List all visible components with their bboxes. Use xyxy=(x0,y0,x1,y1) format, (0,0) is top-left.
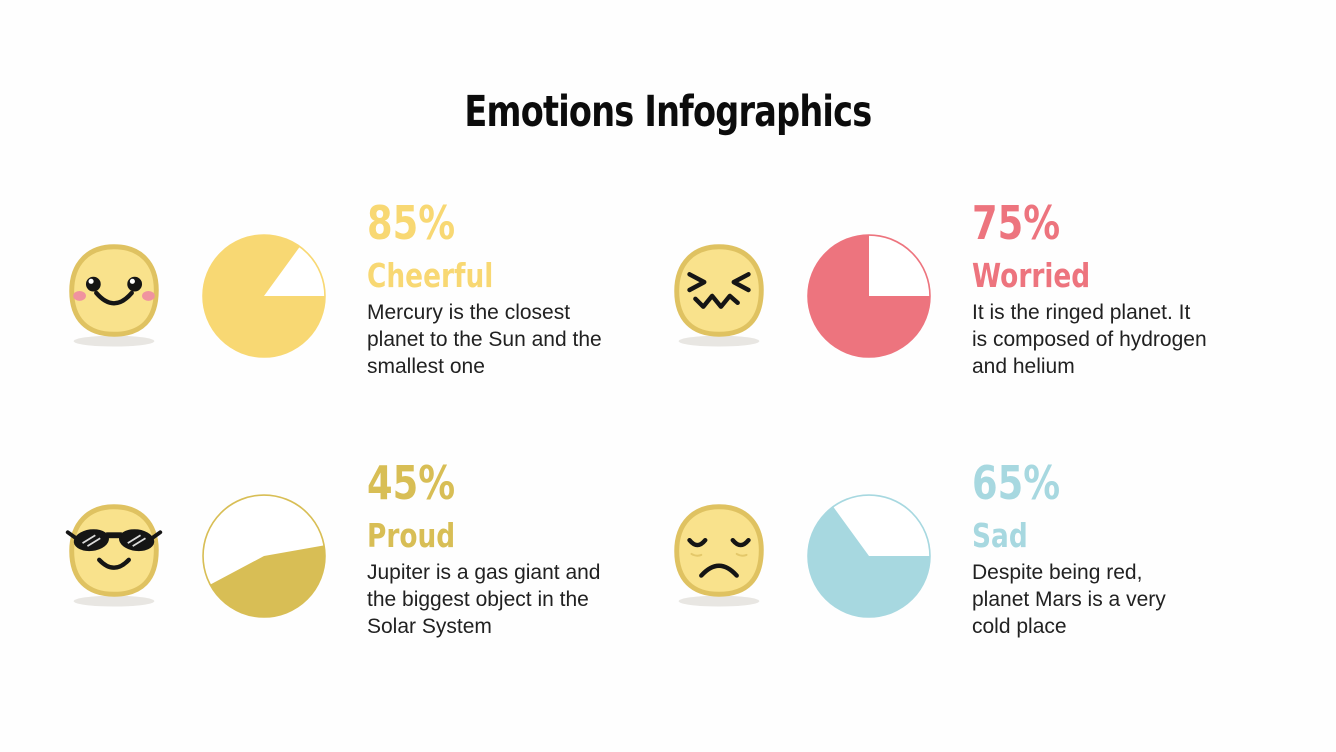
card-proud: 45% Proud Jupiter is a gas giant and the… xyxy=(55,448,655,663)
sad-emotion-label: Sad xyxy=(972,516,1028,555)
sad-percent-value: 65% xyxy=(972,456,1061,510)
proud-text-block: 45% Proud Jupiter is a gas giant and the… xyxy=(367,448,655,640)
cheerful-emoji-icon xyxy=(55,231,185,361)
worried-description-text: It is the ringed planet. It is composed … xyxy=(972,301,1207,378)
card-worried: 75% Worried It is the ringed planet. It … xyxy=(660,188,1260,403)
worried-percent-value: 75% xyxy=(972,196,1061,250)
pie-chart-worried xyxy=(806,233,932,359)
sad-description-text: Despite being red, planet Mars is a very… xyxy=(972,561,1166,638)
proud-description-text: Jupiter is a gas giant and the biggest o… xyxy=(367,561,601,638)
page-title-text: Emotions Infographics xyxy=(464,86,872,137)
pie-chart-proud xyxy=(201,493,327,619)
cheerful-emotion-label: Cheerful xyxy=(367,256,494,295)
worried-emoji-icon xyxy=(660,231,790,361)
card-sad: 65% Sad Despite being red, planet Mars i… xyxy=(660,448,1260,663)
cheerful-description-text: Mercury is the closest planet to the Sun… xyxy=(367,301,602,378)
pie-chart-cheerful xyxy=(201,233,327,359)
cheerful-text-block: 85% Cheerful Mercury is the closest plan… xyxy=(367,188,655,380)
card-cheerful: 85% Cheerful Mercury is the closest plan… xyxy=(55,188,655,403)
worried-emotion-label: Worried xyxy=(972,256,1091,295)
proud-emotion-label: Proud xyxy=(367,516,456,555)
proud-percent-value: 45% xyxy=(367,456,456,510)
proud-emoji-icon xyxy=(55,491,185,621)
page-title: Emotions Infographics xyxy=(0,87,1336,137)
sad-text-block: 65% Sad Despite being red, planet Mars i… xyxy=(972,448,1260,640)
worried-text-block: 75% Worried It is the ringed planet. It … xyxy=(972,188,1260,380)
cheerful-percent-value: 85% xyxy=(367,196,456,250)
pie-chart-sad xyxy=(806,493,932,619)
sad-emoji-icon xyxy=(660,491,790,621)
